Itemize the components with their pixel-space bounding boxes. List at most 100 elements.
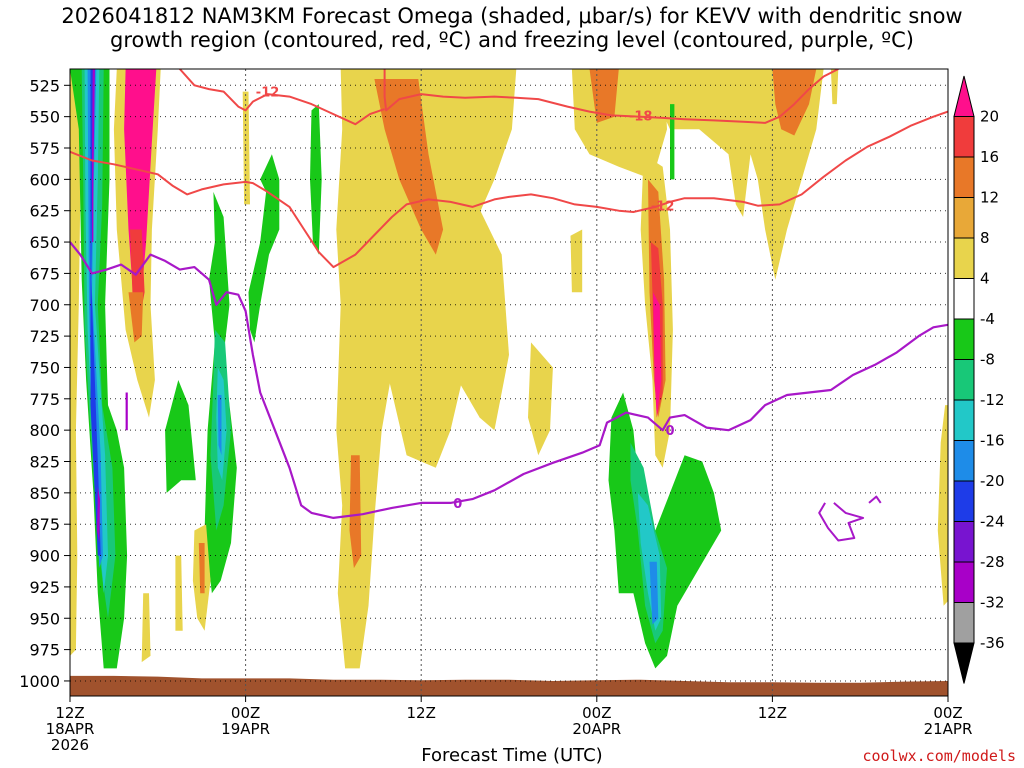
isotherm-minus12-label: -12 bbox=[651, 200, 675, 215]
colorbar-swatch bbox=[953, 116, 975, 158]
y-tick-label: 700 bbox=[29, 296, 60, 315]
omega-region bbox=[128, 292, 144, 343]
colorbar-label: -16 bbox=[980, 432, 1005, 450]
colorbar-swatch bbox=[953, 642, 975, 684]
omega-region bbox=[70, 69, 82, 656]
colorbar-label: -12 bbox=[980, 391, 1005, 409]
y-tick-label: 650 bbox=[29, 233, 60, 252]
omega-region bbox=[92, 69, 95, 243]
isotherm-minus18-label: -18 bbox=[629, 109, 653, 124]
y-tick-label: 750 bbox=[29, 358, 60, 377]
x-tick-label: 18APR bbox=[46, 720, 95, 738]
y-tick-label: 550 bbox=[29, 108, 60, 127]
x-tick-label: 00Z bbox=[582, 704, 611, 722]
colorbar-swatch bbox=[953, 278, 975, 320]
freezing-level-label: 0 bbox=[665, 424, 674, 439]
omega-region bbox=[653, 292, 662, 418]
colorbar-swatch bbox=[953, 399, 975, 441]
y-tick-label: 975 bbox=[29, 641, 60, 660]
colorbar-swatch bbox=[953, 197, 975, 239]
title-line-1: 2026041812 NAM3KM Forecast Omega (shaded… bbox=[61, 4, 963, 28]
x-tick-label: 00Z bbox=[933, 704, 962, 722]
colorbar-label: -24 bbox=[980, 513, 1005, 531]
y-tick-label: 925 bbox=[29, 578, 60, 597]
omega-shading bbox=[70, 69, 948, 669]
y-tick-label: 900 bbox=[29, 547, 60, 566]
surface-ground bbox=[70, 675, 948, 696]
y-tick-label: 950 bbox=[29, 609, 60, 628]
x-tick-label: 00Z bbox=[231, 704, 260, 722]
y-tick-label: 825 bbox=[29, 453, 60, 472]
colorbar-swatch bbox=[953, 480, 975, 522]
credit-text: coolwx.com/models bbox=[862, 747, 1016, 765]
y-tick-label: 725 bbox=[29, 327, 60, 346]
omega-region bbox=[141, 593, 151, 663]
omega-region bbox=[175, 555, 183, 631]
y-tick-label: 1000 bbox=[19, 672, 60, 691]
colorbar-swatch bbox=[953, 440, 975, 482]
x-tick-label: 19APR bbox=[221, 720, 270, 738]
colorbar-swatch bbox=[953, 75, 975, 117]
colorbar-label: 16 bbox=[980, 148, 999, 166]
chart-title: 2026041812 NAM3KM Forecast Omega (shaded… bbox=[0, 4, 1024, 52]
colorbar: 20 16 12 8 4 -4 -8 -12 -16 -20 -24 -28 -32 -36 bbox=[953, 75, 1005, 684]
colorbar-label: 12 bbox=[980, 189, 999, 207]
omega-region bbox=[349, 455, 362, 569]
omega-region bbox=[570, 229, 583, 293]
x-axis-title: Forecast Time (UTC) bbox=[421, 745, 603, 766]
omega-region bbox=[165, 380, 196, 493]
terrain-surface bbox=[70, 675, 948, 696]
colorbar-swatch bbox=[953, 602, 975, 644]
y-axis: 525 550 575 600 625 650 675 700 725 750 775 800 825 8… bbox=[19, 76, 70, 691]
colorbar-swatch bbox=[953, 561, 975, 603]
omega-region bbox=[937, 405, 948, 606]
isotherm-minus18-line bbox=[383, 69, 839, 124]
omega-region bbox=[97, 486, 100, 543]
colorbar-swatch bbox=[953, 521, 975, 563]
y-tick-label: 775 bbox=[29, 390, 60, 409]
omega-region bbox=[649, 561, 659, 625]
freezing-level-line bbox=[70, 241, 948, 519]
colorbar-label: -36 bbox=[980, 634, 1005, 652]
x-tick-label: 20APR bbox=[572, 720, 621, 738]
y-tick-label: 800 bbox=[29, 421, 60, 440]
omega-region bbox=[90, 69, 101, 556]
colorbar-label: 8 bbox=[980, 229, 990, 247]
y-tick-label: 525 bbox=[29, 76, 60, 95]
colorbar-label: -8 bbox=[980, 351, 995, 369]
y-tick-label: 600 bbox=[29, 170, 60, 189]
y-tick-label: 875 bbox=[29, 515, 60, 534]
colorbar-swatch bbox=[953, 156, 975, 198]
isotherm-minus12-upper-line bbox=[179, 69, 385, 126]
omega-region bbox=[248, 154, 280, 343]
colorbar-swatch bbox=[953, 318, 975, 360]
colorbar-swatch bbox=[953, 359, 975, 401]
omega-region bbox=[217, 395, 222, 456]
omega-region bbox=[125, 392, 128, 431]
omega-region bbox=[670, 104, 675, 180]
omega-region bbox=[242, 91, 250, 205]
omega-region bbox=[608, 392, 722, 669]
x-tick-label: 2026 bbox=[51, 736, 89, 754]
freezing-level-label: 0 bbox=[453, 497, 462, 512]
x-tick-label: 12Z bbox=[407, 704, 436, 722]
colorbar-label: -28 bbox=[980, 553, 1005, 571]
x-tick-label: 21APR bbox=[924, 720, 973, 738]
x-tick-label: 12Z bbox=[758, 704, 787, 722]
contour-lines: 0 0 -12 -12 -18 bbox=[70, 69, 948, 542]
freezing-level-small-line bbox=[868, 495, 882, 504]
title-line-2: growth region (contoured, red, ºC) and f… bbox=[110, 28, 914, 52]
y-tick-label: 850 bbox=[29, 484, 60, 503]
freezing-level-small-line bbox=[818, 502, 865, 542]
isotherm-minus12-line bbox=[70, 110, 948, 269]
y-tick-label: 675 bbox=[29, 264, 60, 283]
y-tick-label: 575 bbox=[29, 139, 60, 158]
colorbar-label: -4 bbox=[980, 310, 995, 328]
colorbar-swatch bbox=[953, 237, 975, 279]
colorbar-label: -20 bbox=[980, 472, 1005, 490]
colorbar-label: -32 bbox=[980, 594, 1005, 612]
omega-region bbox=[830, 69, 839, 105]
plot-frame bbox=[69, 68, 949, 697]
